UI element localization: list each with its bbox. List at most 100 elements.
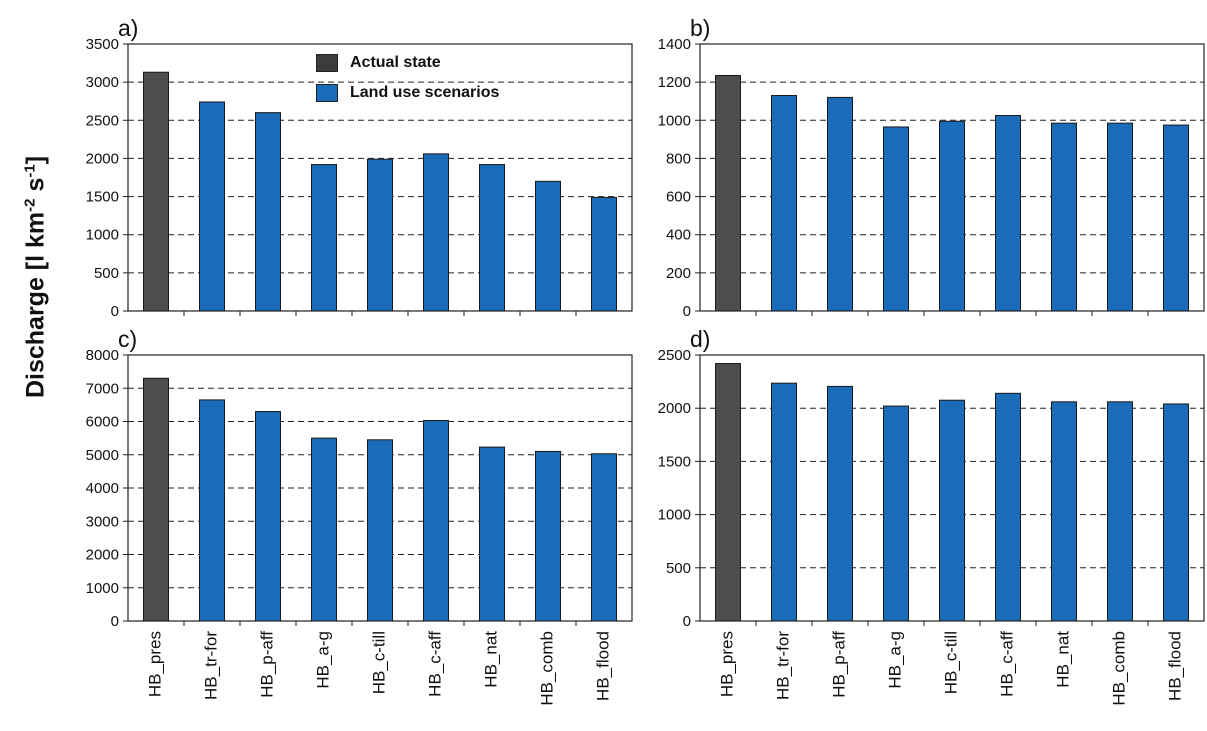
panel-d-x-tick-label: HB_c-aff xyxy=(997,631,1016,697)
panel-b-bar-HB_a-g xyxy=(883,126,909,312)
panel-b-y-tick-label: 600 xyxy=(666,189,691,206)
panel-c-bar-HB_pres xyxy=(143,377,169,622)
panel-c-y-tick-label: 8000 xyxy=(86,347,119,364)
panel-a-y-tick-label: 1000 xyxy=(86,227,119,244)
panel-a-y-tick-label: 1500 xyxy=(86,189,119,206)
legend-item-land-use-scenarios: Land use scenarios xyxy=(316,82,499,104)
panel-d-x-tick-label: HB_pres xyxy=(717,631,736,697)
panel-a-bar-HB_nat xyxy=(479,164,505,312)
panel-d-bar-HB_flood xyxy=(1163,403,1189,622)
panel-b-y-tick-label: 200 xyxy=(666,265,691,282)
panel-d-frame xyxy=(699,354,1205,622)
panel-c-x-tick-label: HB_a-g xyxy=(313,631,332,689)
panel-c-bar-HB_c-till xyxy=(367,439,393,622)
panel-c-label: c) xyxy=(118,326,137,352)
panel-d-bar-HB_pres xyxy=(715,363,741,622)
panel-c-x-tick-label: HB_c-till xyxy=(369,631,388,694)
panel-a-bar-HB_p-aff xyxy=(255,112,281,312)
panel-d-y-tick-label: 0 xyxy=(683,613,691,630)
panel-d-y-tick-label: 1500 xyxy=(658,453,691,470)
panel-d-bar-HB_a-g xyxy=(883,405,909,622)
panel-b-bar-HB_pres xyxy=(715,74,741,312)
panel-d-x-tick-label: HB_c-till xyxy=(941,631,960,694)
panel-d-y-tick-label: 2500 xyxy=(658,347,691,364)
panel-a-bar-HB_pres xyxy=(143,71,169,312)
panel-c-frame xyxy=(127,354,633,622)
panel-c-x-tick-label: HB_tr-for xyxy=(201,631,220,700)
panel-b-bar-HB_tr-for xyxy=(771,94,797,312)
y-axis-label: Discharge [l km-2 s-1] xyxy=(21,155,50,399)
panel-d-bar-HB_comb xyxy=(1107,401,1133,622)
panel-a-y-tick-label: 2000 xyxy=(86,150,119,167)
panel-d-x-tick-label: HB_comb xyxy=(1109,631,1128,706)
panel-b-y-tick-label: 400 xyxy=(666,227,691,244)
panel-c-x-tick-label: HB_comb xyxy=(537,631,556,706)
panel-c-y-tick-label: 1000 xyxy=(86,580,119,597)
panel-b-bar-HB_flood xyxy=(1163,124,1189,312)
panel-c-y-tick-label: 0 xyxy=(111,613,119,630)
panel-d-label: d) xyxy=(690,326,710,352)
panel-c-x-tick-label: HB_flood xyxy=(593,631,612,701)
panel-a-bar-HB_flood xyxy=(591,196,617,312)
panel-b-y-tick-label: 800 xyxy=(666,150,691,167)
panel-c-y-tick-label: 7000 xyxy=(86,380,119,397)
panel-c-y-tick-label: 2000 xyxy=(86,547,119,564)
panel-a-y-tick-label: 2500 xyxy=(86,112,119,129)
panel-d-y-tick-label: 2000 xyxy=(658,400,691,417)
panel-c-bar-HB_nat xyxy=(479,446,505,622)
panel-c-bar-HB_tr-for xyxy=(199,399,225,622)
panel-a-bar-HB_comb xyxy=(535,180,561,312)
panel-c-x-tick-label: HB_c-aff xyxy=(425,631,444,697)
panel-b-y-tick-label: 0 xyxy=(683,303,691,320)
legend-swatch-actual-state xyxy=(316,54,338,72)
panel-c-bar-HB_flood xyxy=(591,453,617,622)
panel-a-frame xyxy=(127,43,633,312)
panel-b-bar-HB_c-aff xyxy=(995,115,1021,312)
panel-c-y-tick-label: 3000 xyxy=(86,513,119,530)
panel-d-x-tick-label: HB_flood xyxy=(1165,631,1184,701)
panel-b-bar-HB_comb xyxy=(1107,122,1133,312)
panel-a-label: a) xyxy=(118,15,138,41)
panel-d-bar-HB_c-aff xyxy=(995,392,1021,622)
panel-a-y-tick-label: 500 xyxy=(94,265,119,282)
panel-d-bar-HB_nat xyxy=(1051,401,1077,622)
panel-c-y-tick-label: 5000 xyxy=(86,447,119,464)
panel-d-x-tick-label: HB_a-g xyxy=(885,631,904,689)
panel-b-bar-HB_p-aff xyxy=(827,96,853,312)
panel-b-y-tick-label: 1400 xyxy=(658,36,691,53)
legend-label-actual-state: Actual state xyxy=(350,54,441,71)
panel-d-bar-HB_p-aff xyxy=(827,385,853,622)
panel-c-bar-HB_c-aff xyxy=(423,420,449,622)
panel-c-x-tick-label: HB_p-aff xyxy=(257,631,276,698)
panel-a-bar-HB_c-aff xyxy=(423,153,449,312)
panel-a-y-tick-label: 0 xyxy=(111,303,119,320)
legend-swatch-land-use-scenarios xyxy=(316,84,338,102)
panel-d-bar-HB_tr-for xyxy=(771,382,797,622)
panel-c-bar-HB_a-g xyxy=(311,437,337,622)
legend: Actual state Land use scenarios xyxy=(316,52,499,112)
legend-label-land-use-scenarios: Land use scenarios xyxy=(350,84,500,101)
panel-c-x-tick-label: HB_nat xyxy=(481,631,500,688)
panel-c-y-tick-label: 4000 xyxy=(86,480,119,497)
legend-item-actual-state: Actual state xyxy=(316,52,499,74)
panel-b-label: b) xyxy=(690,15,710,41)
panel-d-y-tick-label: 500 xyxy=(666,560,691,577)
panel-a-bar-HB_c-till xyxy=(367,158,393,312)
panel-a-bar-HB_a-g xyxy=(311,164,337,312)
panel-c-y-tick-label: 6000 xyxy=(86,414,119,431)
panel-c-bar-HB_comb xyxy=(535,450,561,622)
panel-a-bar-HB_tr-for xyxy=(199,101,225,312)
panel-b-bar-HB_c-till xyxy=(939,120,965,312)
panel-d-x-tick-label: HB_p-aff xyxy=(829,631,848,698)
panel-b-frame xyxy=(699,43,1205,312)
panel-d-x-tick-label: HB_tr-for xyxy=(773,631,792,700)
panel-d-bar-HB_c-till xyxy=(939,399,965,622)
panel-a-y-tick-label: 3500 xyxy=(86,36,119,53)
panel-d-x-tick-label: HB_nat xyxy=(1053,631,1072,688)
panel-d-y-tick-label: 1000 xyxy=(658,507,691,524)
panel-a-y-tick-label: 3000 xyxy=(86,74,119,91)
panel-b-y-tick-label: 1200 xyxy=(658,74,691,91)
panel-b-bar-HB_nat xyxy=(1051,122,1077,312)
panel-b-y-tick-label: 1000 xyxy=(658,112,691,129)
